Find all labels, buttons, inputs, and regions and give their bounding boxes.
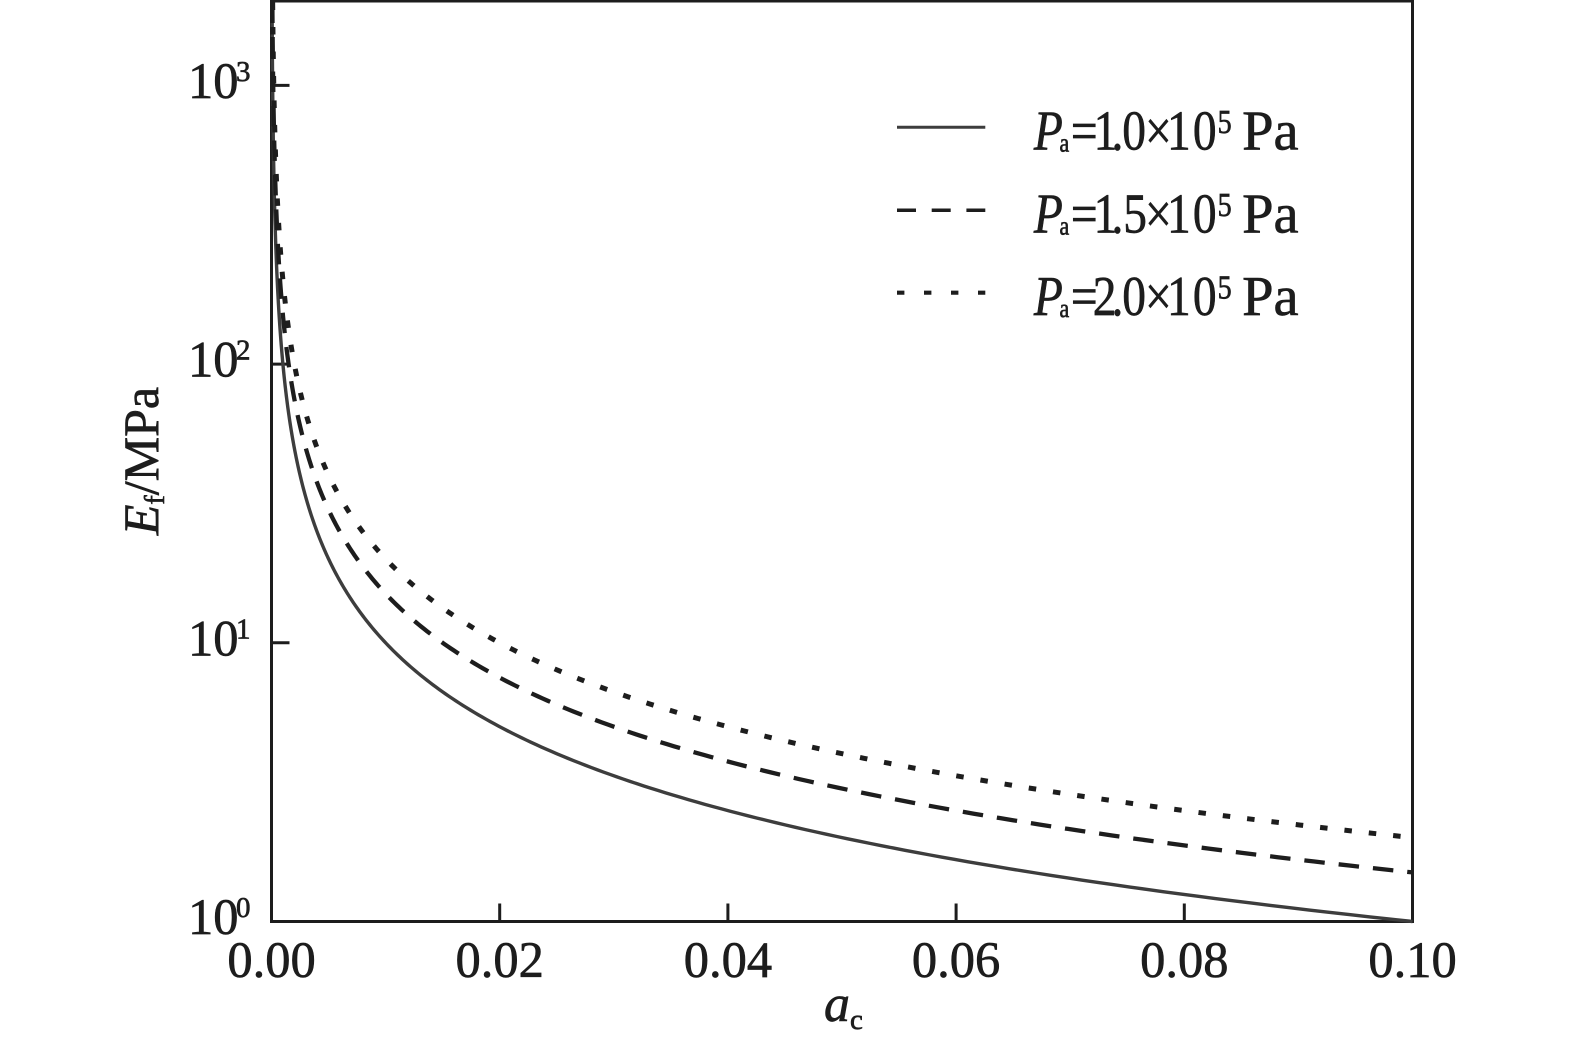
svg-text:1: 1 [1167, 184, 1191, 246]
svg-text:1: 1 [1094, 184, 1118, 246]
svg-text:0: 0 [236, 892, 251, 924]
svg-text:×: × [1145, 101, 1172, 163]
svg-text:1: 1 [236, 613, 251, 645]
svg-text:0: 0 [1193, 101, 1217, 163]
svg-text:×: × [1145, 266, 1172, 328]
svg-text:5: 5 [1218, 185, 1232, 223]
svg-text:0.00: 0.00 [227, 932, 315, 988]
svg-text:Pa: Pa [1242, 266, 1299, 328]
svg-text:.: . [1112, 184, 1124, 246]
svg-text:5: 5 [1218, 103, 1232, 141]
svg-text:0.04: 0.04 [684, 932, 772, 988]
svg-text:5: 5 [1123, 184, 1147, 246]
svg-text:10: 10 [188, 610, 239, 666]
svg-text:3: 3 [236, 56, 251, 88]
svg-text:0.06: 0.06 [912, 932, 1000, 988]
svg-text:5: 5 [1218, 268, 1232, 306]
svg-text:10: 10 [188, 889, 239, 945]
svg-text:Pa: Pa [1242, 183, 1299, 245]
svg-text:a: a [1060, 213, 1070, 241]
svg-text:0.10: 0.10 [1368, 932, 1456, 988]
svg-text:=: = [1071, 101, 1098, 163]
svg-text:Pa: Pa [1242, 101, 1299, 163]
svg-text:.: . [1112, 266, 1124, 328]
svg-text:ac: ac [824, 976, 863, 1036]
svg-text:2: 2 [236, 335, 251, 367]
svg-text:1: 1 [1167, 266, 1191, 328]
svg-text:=: = [1071, 266, 1098, 328]
svg-text:0: 0 [1193, 266, 1217, 328]
svg-text:a: a [1060, 130, 1070, 158]
svg-text:0: 0 [1122, 101, 1146, 163]
svg-text:P: P [1033, 266, 1063, 328]
svg-text:2: 2 [1093, 266, 1117, 328]
svg-text:0.02: 0.02 [456, 932, 544, 988]
svg-text:10: 10 [188, 332, 239, 388]
svg-text:10: 10 [188, 53, 239, 109]
svg-text:P: P [1033, 101, 1063, 163]
svg-text:0.08: 0.08 [1140, 932, 1228, 988]
svg-text:1: 1 [1094, 101, 1118, 163]
svg-text:.: . [1112, 101, 1124, 163]
svg-text:0: 0 [1122, 266, 1146, 328]
svg-text:Ef/MPa: Ef/MPa [113, 387, 171, 536]
svg-text:P: P [1033, 184, 1063, 246]
svg-text:×: × [1145, 184, 1172, 246]
svg-text:0: 0 [1193, 184, 1217, 246]
svg-text:1: 1 [1167, 101, 1191, 163]
svg-text:=: = [1071, 184, 1098, 246]
svg-text:a: a [1060, 295, 1070, 323]
